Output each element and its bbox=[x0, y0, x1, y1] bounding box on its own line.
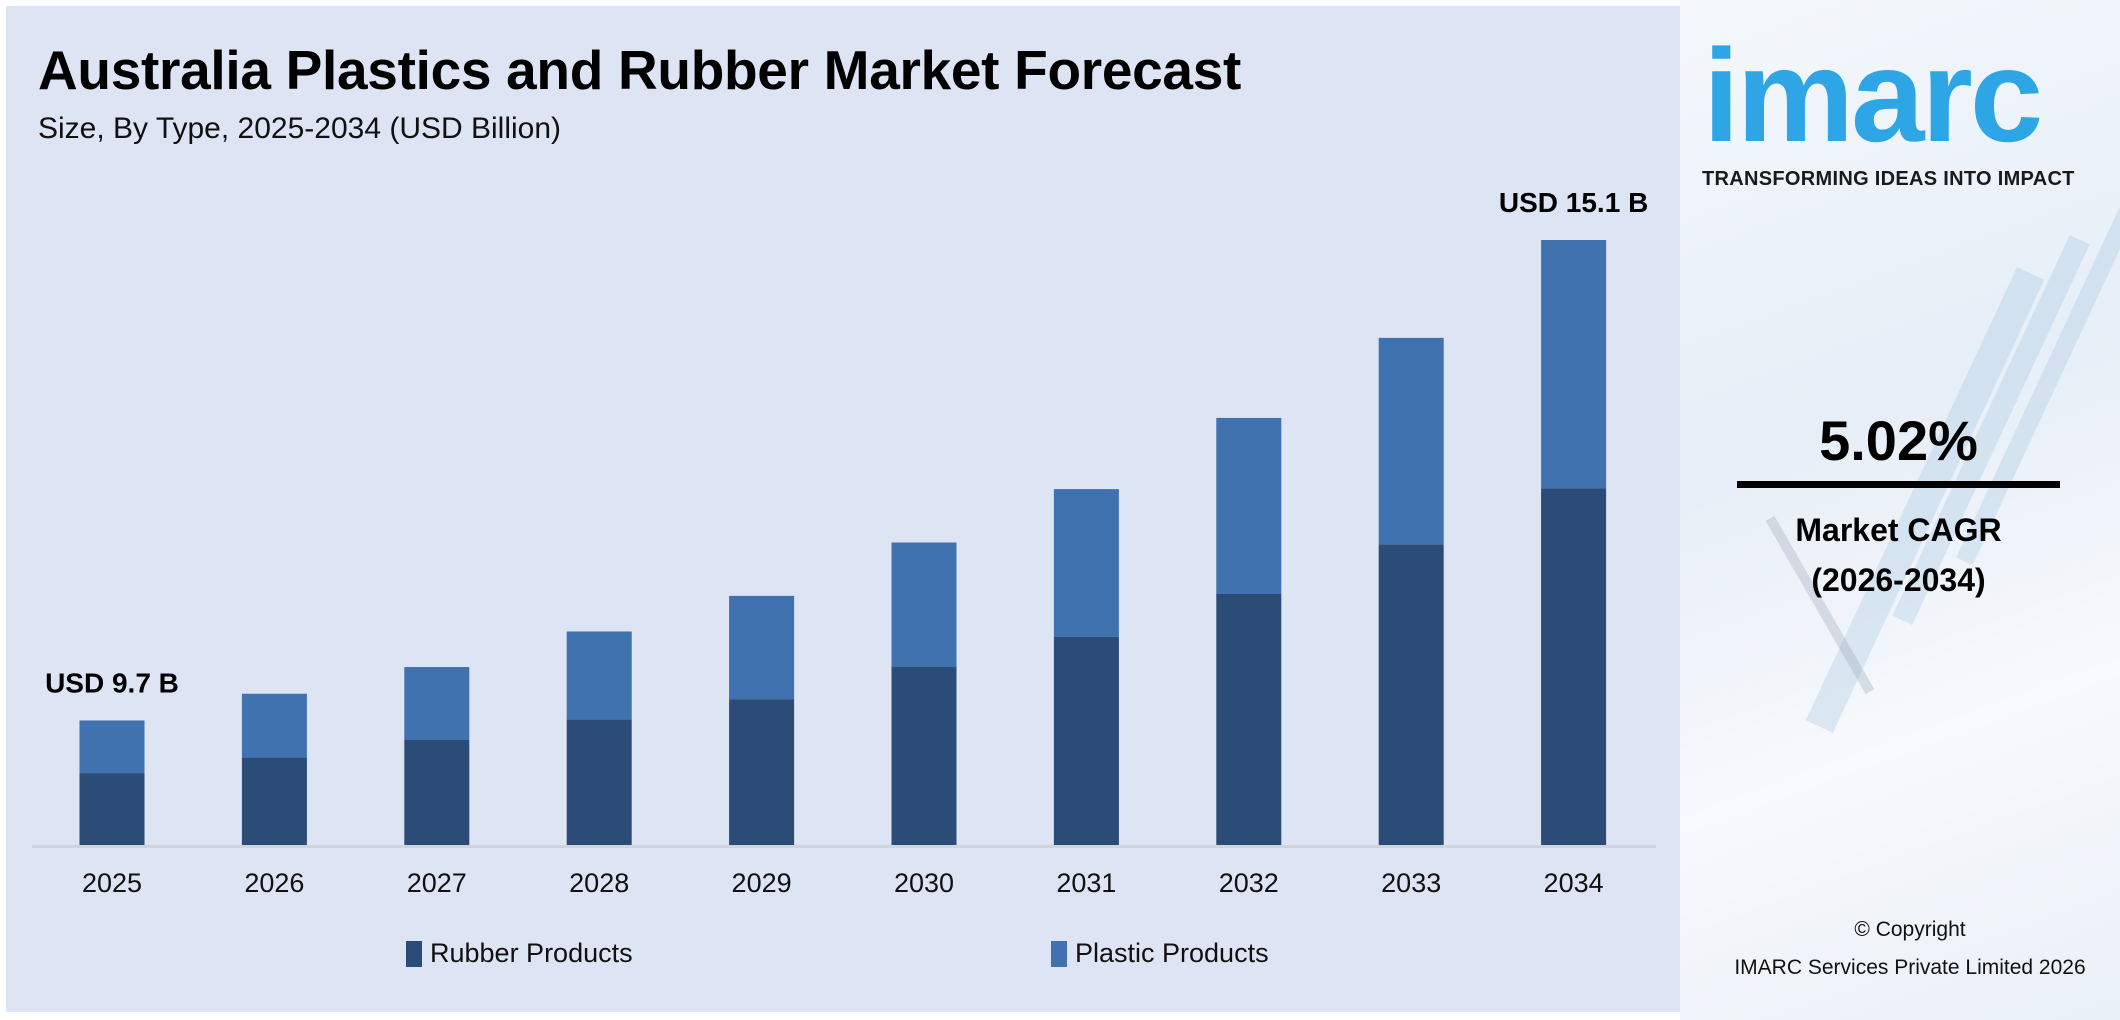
copyright-line: © Copyright bbox=[1854, 918, 1966, 941]
x-tick-label: 2032 bbox=[1219, 868, 1279, 898]
chart-title: Australia Plastics and Rubber Market For… bbox=[38, 39, 1242, 101]
bar-plastic-2030 bbox=[891, 542, 957, 667]
bar-rubber-2031 bbox=[1053, 636, 1119, 845]
legend-swatch bbox=[406, 940, 422, 967]
legend-item-plastic: Plastic Products bbox=[1051, 938, 1269, 969]
x-tick-label: 2029 bbox=[732, 868, 792, 898]
chart-subtitle: Size, By Type, 2025-2034 (USD Billion) bbox=[38, 112, 562, 145]
bar-rubber-2028 bbox=[566, 719, 632, 845]
x-tick-label: 2028 bbox=[569, 868, 629, 898]
bar-rubber-2030 bbox=[891, 666, 957, 845]
data-label: USD 15.1 B bbox=[1499, 187, 1648, 218]
bar-rubber-2025 bbox=[79, 773, 145, 845]
divider bbox=[1737, 481, 2060, 488]
copyright-company: IMARC Services Private Limited 2026 bbox=[1734, 956, 2086, 979]
x-tick-label: 2026 bbox=[244, 868, 304, 898]
legend-swatch bbox=[1051, 940, 1067, 967]
bar-rubber-2033 bbox=[1378, 544, 1444, 845]
legend-label: Rubber Products bbox=[430, 938, 633, 968]
legend-item-rubber: Rubber Products bbox=[406, 938, 633, 969]
x-tick-label: 2027 bbox=[407, 868, 467, 898]
bar-plastic-2027 bbox=[404, 667, 470, 740]
imarc-logo: imarc bbox=[1703, 22, 2043, 169]
bar-plastic-2032 bbox=[1216, 417, 1282, 594]
decorative-graphic bbox=[1805, 267, 2045, 733]
x-tick-label: 2033 bbox=[1381, 868, 1441, 898]
side-panel bbox=[1680, 0, 2120, 1020]
data-label: USD 9.7 B bbox=[45, 667, 179, 698]
bar-rubber-2032 bbox=[1216, 593, 1282, 845]
bar-plastic-2026 bbox=[241, 693, 307, 758]
bar-rubber-2034 bbox=[1541, 488, 1607, 845]
bar-chart: 2025 2026 2027 2028 2029 2030 2031 2032 2033 2034… bbox=[32, 187, 1656, 898]
cagr-value: 5.02% bbox=[1819, 409, 1978, 472]
x-tick-label: 2031 bbox=[1056, 868, 1116, 898]
x-tick-label: 2025 bbox=[82, 868, 142, 898]
bar-plastic-2031 bbox=[1053, 489, 1119, 637]
bar-rubber-2029 bbox=[729, 699, 795, 845]
bar-rubber-2026 bbox=[241, 757, 307, 845]
bar-plastic-2034 bbox=[1541, 240, 1607, 489]
x-tick-label: 2030 bbox=[894, 868, 954, 898]
cagr-label: Market CAGR bbox=[1795, 512, 2002, 548]
cagr-period: (2026-2034) bbox=[1811, 562, 1986, 598]
bar-plastic-2025 bbox=[79, 720, 145, 774]
bar-rubber-2027 bbox=[404, 739, 470, 845]
bar-plastic-2028 bbox=[566, 631, 632, 720]
bar-plastic-2033 bbox=[1378, 337, 1444, 545]
x-tick-label: 2034 bbox=[1544, 868, 1604, 898]
brand-tagline: TRANSFORMING IDEAS INTO IMPACT bbox=[1702, 168, 2075, 190]
legend-label: Plastic Products bbox=[1075, 938, 1269, 968]
bar-plastic-2029 bbox=[729, 595, 795, 700]
